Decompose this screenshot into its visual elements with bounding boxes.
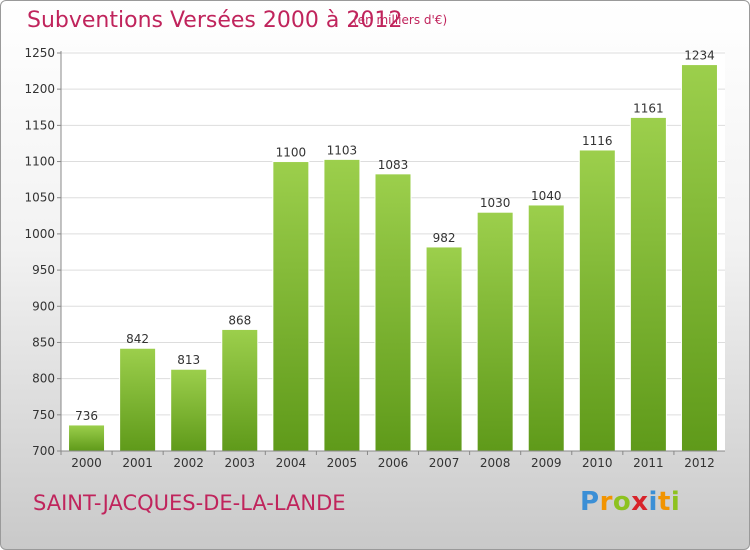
commune-name: SAINT-JACQUES-DE-LA-LANDE <box>33 491 346 515</box>
x-tick-label: 2002 <box>173 456 204 470</box>
bar-2001 <box>119 347 157 452</box>
x-tick-label: 2007 <box>429 456 460 470</box>
data-label: 1116 <box>582 134 613 148</box>
bar-2012 <box>680 64 718 452</box>
y-tick-label: 700 <box>32 444 55 458</box>
x-axis-ticks: 2000 2001 2002 2003 2004 2005 2006 2007 2008 2009… <box>60 451 715 470</box>
logo-letter: P <box>580 487 600 517</box>
data-label: 1100 <box>276 146 307 160</box>
data-label: 813 <box>177 353 200 367</box>
x-tick-label: 2001 <box>122 456 153 470</box>
data-label: 868 <box>228 313 251 327</box>
y-tick-label: 1100 <box>24 155 55 169</box>
logo-letter: i <box>670 487 681 517</box>
data-label: 1234 <box>684 49 715 63</box>
data-label: 1083 <box>378 158 409 172</box>
bars <box>68 64 718 452</box>
y-tick-label: 800 <box>32 372 55 386</box>
bar-2003 <box>221 328 259 452</box>
unit-note: (en milliers d'€) <box>353 13 448 27</box>
y-tick-label: 850 <box>32 335 55 349</box>
y-tick-label: 750 <box>32 408 55 422</box>
bar-2000 <box>68 424 106 452</box>
proxiti-logo: Proxiti <box>580 487 680 517</box>
data-label: 1103 <box>327 143 358 157</box>
y-tick-label: 1250 <box>24 46 55 60</box>
bar-2007 <box>425 246 463 452</box>
y-tick-label: 950 <box>32 263 55 277</box>
x-tick-label: 2011 <box>633 456 664 470</box>
x-tick-label: 2005 <box>327 456 358 470</box>
data-label: 736 <box>75 409 98 423</box>
y-tick-label: 1200 <box>24 82 55 96</box>
y-tick-label: 1000 <box>24 227 55 241</box>
x-tick-label: 2004 <box>276 456 307 470</box>
data-label: 1040 <box>531 189 562 203</box>
x-tick-label: 2010 <box>582 456 613 470</box>
x-tick-label: 2012 <box>684 456 715 470</box>
data-label: 982 <box>433 231 456 245</box>
bar-2002 <box>170 368 208 452</box>
data-label: 842 <box>126 332 149 346</box>
y-axis-ticks: 700 750 800 850 900 950 1000 1050 1100 1150 1200 12… <box>24 46 61 458</box>
bar-2005 <box>323 158 361 452</box>
y-tick-label: 1050 <box>24 191 55 205</box>
bar-2010 <box>578 149 616 452</box>
logo-letter: o <box>612 487 632 517</box>
logo-letter: x <box>631 487 649 517</box>
x-tick-label: 2006 <box>378 456 409 470</box>
data-labels: 736 842 813 868 1100 1103 1083 982 1030 1040 1116 1… <box>75 49 715 423</box>
bar-2004 <box>272 161 310 452</box>
bar-2006 <box>374 173 412 452</box>
bar-2011 <box>629 116 667 452</box>
logo-letter: t <box>657 487 671 517</box>
bar-2009 <box>527 204 565 452</box>
data-label: 1030 <box>480 196 511 210</box>
data-label: 1161 <box>633 101 664 115</box>
bar-2008 <box>476 211 514 452</box>
x-tick-label: 2000 <box>71 456 102 470</box>
chart-title: Subventions Versées 2000 à 2012 <box>27 8 403 33</box>
x-tick-label: 2003 <box>224 456 255 470</box>
y-tick-label: 1150 <box>24 118 55 132</box>
x-tick-label: 2009 <box>531 456 562 470</box>
logo-letter: i <box>648 487 658 517</box>
x-tick-label: 2008 <box>480 456 511 470</box>
logo-letter: r <box>599 487 613 517</box>
y-tick-label: 900 <box>32 299 55 313</box>
